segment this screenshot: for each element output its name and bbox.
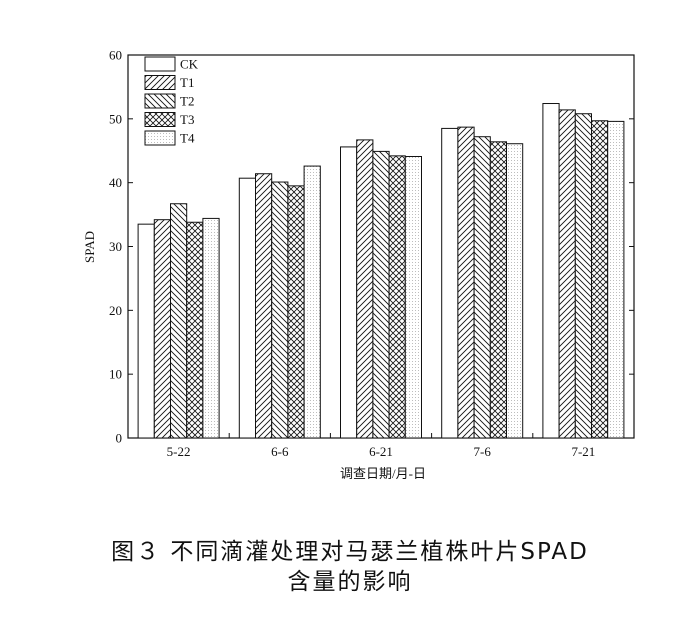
bar-CK-7-21 (542, 103, 560, 439)
bar-T3-7-6 (489, 141, 507, 439)
legend-swatch-T3 (144, 112, 176, 127)
y-tick-label: 10 (109, 367, 122, 382)
bar-T3-7-21 (591, 120, 609, 439)
bar-T3-6-6 (287, 185, 305, 439)
bar-CK-5-22 (137, 223, 155, 439)
legend-label-T3: T3 (180, 112, 194, 127)
bar-T4-6-21 (404, 155, 422, 439)
bar-T1-7-21 (558, 109, 576, 439)
bar-CK-7-6 (441, 127, 459, 439)
y-tick-label: 30 (109, 239, 122, 254)
legend-label-T2: T2 (180, 94, 194, 109)
figure-caption-line-1: 图３ 不同滴灌处理对马瑟兰植株叶片SPAD (111, 539, 589, 565)
bar-CK-6-21 (340, 146, 358, 439)
legend-swatch-T1 (144, 75, 176, 90)
x-tick-label: 6-21 (369, 444, 393, 459)
y-tick-label: 50 (109, 111, 122, 126)
bar-T4-7-21 (607, 120, 625, 439)
legend-label-CK: CK (180, 57, 199, 72)
bar-T4-5-22 (202, 217, 220, 439)
y-tick-label: 60 (109, 48, 122, 63)
bar-T4-6-6 (303, 165, 321, 439)
legend-label-T4: T4 (180, 131, 195, 146)
bar-T2-7-21 (574, 113, 592, 439)
x-tick-label: 7-21 (571, 444, 595, 459)
x-tick-label: 5-22 (167, 444, 191, 459)
x-axis-label: 调查日期/月-日 (340, 466, 426, 481)
y-tick-label: 0 (116, 431, 123, 446)
x-tick-label: 7-6 (474, 444, 492, 459)
legend: CK T1 T2 T3 T4 (144, 56, 199, 146)
legend-label-T1: T1 (180, 75, 194, 90)
y-tick-label: 20 (109, 303, 122, 318)
legend-swatch-T4 (144, 130, 176, 146)
bar-CK-6-6 (238, 177, 257, 439)
figure-caption-line-2: 含量的影响 (287, 569, 413, 595)
bar-T2-7-6 (473, 136, 491, 439)
bar-T1-7-6 (457, 126, 475, 439)
spad-bar-chart: 0 10 20 30 40 50 60 5-22 6-6 6-21 7-6 7-21 CK T1 T2 T3… (82, 48, 635, 481)
bar-T1-6-21 (356, 139, 374, 439)
x-tick-label: 6-6 (271, 444, 289, 459)
bar-T3-5-22 (186, 221, 204, 439)
legend-swatch-CK (144, 56, 176, 72)
y-axis-label: SPAD (82, 231, 97, 263)
bar-T4-7-6 (506, 143, 524, 439)
bar-T2-5-22 (170, 203, 188, 439)
bar-T1-6-6 (255, 173, 273, 439)
bar-T1-5-22 (153, 219, 172, 439)
legend-swatch-T2 (144, 93, 176, 109)
bar-T3-6-21 (388, 155, 406, 439)
bars (137, 103, 625, 439)
bar-T2-6-21 (372, 150, 390, 439)
y-tick-label: 40 (109, 175, 122, 190)
bar-T2-6-6 (271, 181, 289, 439)
